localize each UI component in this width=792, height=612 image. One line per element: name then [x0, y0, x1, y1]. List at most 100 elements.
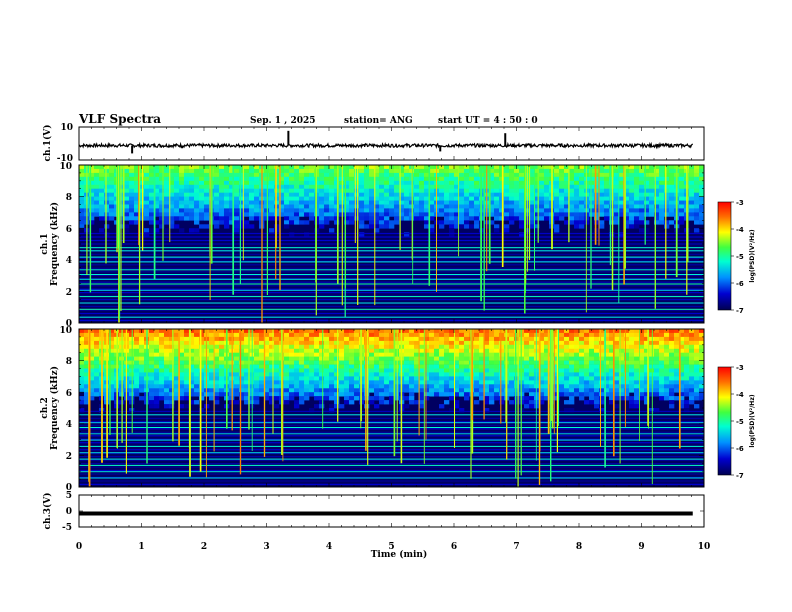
spectrogram-cell — [379, 216, 385, 221]
spectrogram-cell — [239, 348, 245, 354]
spectrogram-cell — [244, 360, 250, 365]
spectrogram-cell — [529, 352, 535, 357]
spectrogram-cell — [294, 340, 300, 346]
spectrogram-cell — [609, 176, 615, 182]
spectrogram-cell — [529, 204, 535, 209]
spectrogram-cell — [264, 336, 270, 342]
spectrogram-cell — [204, 180, 210, 186]
spectrogram-cell — [319, 356, 325, 361]
spectrogram-cell — [559, 200, 565, 205]
spectrogram-cell — [659, 372, 665, 377]
spectrogram-cell — [649, 368, 655, 373]
spectrogram-cell — [299, 340, 305, 346]
spectrogram-cell — [94, 384, 100, 389]
spectrogram-cell — [389, 200, 395, 205]
spectrogram-cell — [249, 165, 255, 170]
spectrogram-cell — [314, 376, 320, 381]
spectrogram-cell — [329, 204, 335, 209]
spectrogram-cell — [324, 204, 330, 209]
spectrogram-cell — [194, 352, 200, 357]
spectrogram-cell — [109, 212, 115, 217]
spectrogram-cell — [244, 364, 250, 369]
spectrogram-cell — [239, 360, 245, 365]
spectrogram-cell — [564, 352, 570, 357]
spectrogram-cell — [499, 176, 505, 182]
spectrogram-cell — [669, 332, 675, 338]
spectrogram-cell — [499, 368, 505, 373]
spectrogram-cell — [324, 208, 330, 213]
spectrogram-cell — [84, 356, 90, 361]
spectrogram-cell — [489, 180, 495, 186]
spectrogram-cell — [214, 208, 220, 213]
spectrogram-band — [79, 288, 704, 290]
spectrogram-cell — [179, 384, 185, 389]
spectrogram-cell — [79, 340, 85, 346]
spectrogram-cell — [554, 165, 560, 170]
spectrogram-cell — [644, 380, 650, 385]
spectrogram-cell — [389, 400, 395, 405]
spectrogram-cell — [619, 360, 625, 365]
spectrogram-cell — [619, 344, 625, 350]
spectrogram-cell — [699, 208, 705, 213]
spectrogram-cell — [364, 224, 370, 229]
spectrogram-cell — [264, 392, 270, 397]
spectrogram-cell — [284, 332, 290, 338]
spectrogram-cell — [664, 196, 670, 201]
spectrogram-cell — [694, 384, 700, 389]
spectrogram-cell — [654, 392, 660, 397]
spectrogram-cell — [199, 329, 205, 334]
spectrogram-cell — [554, 332, 560, 338]
ch1-waveform-xticks — [78, 127, 705, 160]
spectrogram-cell — [389, 208, 395, 213]
spectrogram-cell — [304, 172, 310, 178]
spectrogram-cell — [249, 360, 255, 365]
spectrogram-cell — [614, 348, 620, 354]
spectrogram-cell — [224, 212, 230, 217]
spectrogram-cell — [149, 340, 155, 346]
spectrogram-cell — [379, 360, 385, 365]
spectrogram-band — [79, 292, 704, 294]
spectrogram-cell — [304, 212, 310, 217]
spectrogram-cell — [459, 372, 465, 377]
spectrogram-cell — [589, 336, 595, 342]
spectrogram-cell — [619, 340, 625, 346]
spectrogram-band — [79, 257, 704, 259]
spectrogram-cell — [574, 224, 580, 229]
spectrogram-cell — [389, 172, 395, 178]
header-station: station= ANG — [344, 116, 413, 126]
spectrogram-cell — [214, 396, 220, 401]
spectrogram-cell — [79, 220, 85, 225]
spectrogram-cell — [324, 188, 330, 193]
spectrogram-cell — [584, 348, 590, 354]
spectrogram-cell — [494, 196, 500, 201]
spectrogram-cell — [369, 204, 375, 209]
spectrogram-cell — [124, 212, 130, 217]
spectrogram-cell — [569, 220, 575, 225]
ch1-colorbar-tick-label: -6 — [736, 280, 744, 288]
spectrogram-cell — [634, 392, 640, 397]
spectrogram-cell — [679, 216, 685, 221]
spectrogram-cell — [329, 344, 335, 350]
spectrogram-cell — [339, 196, 345, 201]
spectrogram-cell — [84, 380, 90, 385]
spectrogram-cell — [649, 204, 655, 209]
spectrogram-cell — [174, 380, 180, 385]
spectrogram-cell — [459, 180, 465, 186]
spectrogram-cell — [629, 329, 635, 334]
spectrogram-cell — [139, 364, 145, 369]
spectrogram-cell — [414, 352, 420, 357]
spectrogram-cell — [514, 192, 520, 197]
spectrogram-cell — [554, 208, 560, 213]
spectrogram-cell — [614, 368, 620, 373]
spectrogram-cell — [459, 392, 465, 397]
ch2-freq-tick-label: 6 — [66, 389, 72, 399]
spectrogram-cell — [264, 332, 270, 338]
spectrogram-cell — [324, 392, 330, 397]
spectrogram-cell — [504, 216, 510, 221]
spectrogram-cell — [359, 200, 365, 205]
spectrogram-cell — [534, 204, 540, 209]
spectrogram-cell — [439, 200, 445, 205]
spectrogram-cell — [514, 216, 520, 221]
spectrogram-cell — [524, 188, 530, 193]
spectrogram-cell — [484, 340, 490, 346]
